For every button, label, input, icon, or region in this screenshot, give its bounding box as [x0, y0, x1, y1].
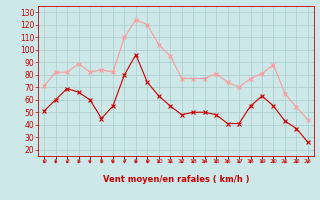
- X-axis label: Vent moyen/en rafales ( km/h ): Vent moyen/en rafales ( km/h ): [103, 175, 249, 184]
